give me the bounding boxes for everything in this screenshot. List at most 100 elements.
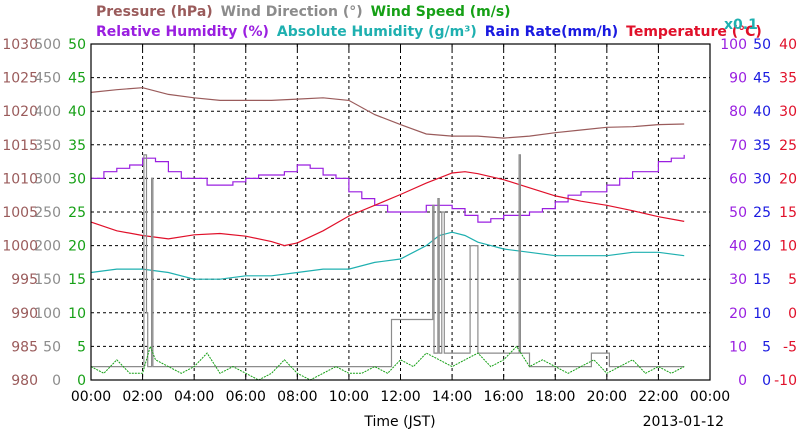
y-tick-label-rain_rate: 45 bbox=[753, 71, 771, 87]
y-tick-label-temperature: 25 bbox=[779, 138, 797, 154]
y-tick-label-wind_direction: 500 bbox=[34, 37, 61, 53]
y-tick-label-relative_humidity: 30 bbox=[729, 272, 747, 288]
x-axis-label: Time (JST) bbox=[363, 414, 435, 430]
y-tick-label-temperature: 0 bbox=[788, 306, 797, 322]
y-tick-label-wind_direction: 200 bbox=[34, 239, 61, 255]
y-tick-label-relative_humidity: 70 bbox=[729, 138, 747, 154]
y-tick-label-wind_direction: 100 bbox=[34, 306, 61, 322]
series-temperature bbox=[90, 171, 685, 247]
legend-entry: Wind Direction (°) bbox=[221, 4, 363, 20]
y-tick-label-pressure: 1025 bbox=[2, 71, 38, 87]
legend-entry: Absolute Humidity (g/m³) bbox=[277, 24, 477, 40]
y-tick-label-pressure: 985 bbox=[11, 339, 38, 355]
legend-row: Pressure (hPa) Wind Direction (°) Wind Spe… bbox=[96, 4, 511, 20]
x-tick-label: 18:00 bbox=[535, 389, 575, 405]
series-relative-humidity bbox=[91, 154, 685, 223]
y-tick-label-relative_humidity: 10 bbox=[729, 339, 747, 355]
x-tick-label: 20:00 bbox=[587, 389, 627, 405]
y-tick-label-temperature: 20 bbox=[779, 171, 797, 187]
y-tick-label-wind_direction: 250 bbox=[34, 205, 61, 221]
series-wind-speed bbox=[90, 344, 685, 381]
y-tick-label-wind_speed: 35 bbox=[68, 138, 86, 154]
y-tick-label-temperature: 30 bbox=[779, 104, 797, 120]
x-tick-label: 08:00 bbox=[277, 389, 317, 405]
plot-frame bbox=[90, 43, 711, 381]
x-tick-label: 16:00 bbox=[483, 389, 523, 405]
y-tick-label-wind_speed: 40 bbox=[68, 104, 86, 120]
series-layer bbox=[90, 87, 685, 381]
y-tick-label-pressure: 995 bbox=[11, 272, 38, 288]
y-tick-label-temperature: 15 bbox=[779, 205, 797, 221]
y-tick-label-pressure: 1005 bbox=[2, 205, 38, 221]
y-tick-label-wind_speed: 50 bbox=[68, 37, 86, 53]
y-tick-label-temperature: 5 bbox=[788, 272, 797, 288]
x-tick-label: 00:00 bbox=[71, 389, 111, 405]
y-tick-label-wind_speed: 30 bbox=[68, 171, 86, 187]
y-tick-label-rain_rate: 5 bbox=[762, 339, 771, 355]
y-tick-label-relative_humidity: 60 bbox=[729, 171, 747, 187]
y-tick-label-relative_humidity: 90 bbox=[729, 71, 747, 87]
y-tick-label-temperature: 40 bbox=[779, 37, 797, 53]
y-tick-label-relative_humidity: 100 bbox=[720, 37, 747, 53]
x-tick-label: 12:00 bbox=[380, 389, 420, 405]
y-tick-label-pressure: 990 bbox=[11, 306, 38, 322]
x-tick-label: 14:00 bbox=[432, 389, 472, 405]
date-label: 2013-01-12 bbox=[643, 414, 724, 430]
x-axis: 00:00 02:00 04:00 06:00 08:00 10:00 12:00 14:00… bbox=[71, 389, 730, 430]
y-tick-label-wind_speed: 0 bbox=[77, 373, 86, 389]
y-tick-label-wind_direction: 0 bbox=[52, 373, 61, 389]
y-tick-label-rain_rate: 10 bbox=[753, 306, 771, 322]
legend-entry: Pressure (hPa) bbox=[96, 4, 213, 20]
y-tick-label-relative_humidity: 50 bbox=[729, 205, 747, 221]
y-tick-label-wind_direction: 300 bbox=[34, 171, 61, 187]
y-tick-label-wind_speed: 45 bbox=[68, 71, 86, 87]
y-tick-label-wind_speed: 25 bbox=[68, 205, 86, 221]
x-tick-label: 04:00 bbox=[174, 389, 214, 405]
y-tick-label-temperature: 35 bbox=[779, 71, 797, 87]
x-tick-label: 02:00 bbox=[122, 389, 162, 405]
y-tick-label-rain_rate: 15 bbox=[753, 272, 771, 288]
y-tick-label-wind_direction: 400 bbox=[34, 104, 61, 120]
y-tick-label-rain_rate: 50 bbox=[753, 37, 771, 53]
y-tick-label-wind_speed: 10 bbox=[68, 306, 86, 322]
x-tick-label: 06:00 bbox=[226, 389, 266, 405]
y-tick-label-pressure: 1015 bbox=[2, 138, 38, 154]
y-tick-label-relative_humidity: 40 bbox=[729, 239, 747, 255]
y-tick-label-wind_direction: 50 bbox=[43, 339, 61, 355]
y-tick-label-wind_direction: 450 bbox=[34, 71, 61, 87]
y-tick-label-temperature: -10 bbox=[774, 373, 797, 389]
y-tick-label-rain_rate: 25 bbox=[753, 205, 771, 221]
y-tick-label-rain_rate: 20 bbox=[753, 239, 771, 255]
legend-row: Relative Humidity (%) Absolute Humidity (… bbox=[96, 24, 762, 40]
legend-entry: Temperature (°C) bbox=[626, 24, 762, 40]
y-tick-label-pressure: 980 bbox=[11, 373, 38, 389]
y-tick-label-temperature: -5 bbox=[783, 339, 797, 355]
y-tick-label-relative_humidity: 80 bbox=[729, 104, 747, 120]
y-tick-label-rain_rate: 0 bbox=[762, 373, 771, 389]
y-tick-label-rain_rate: 30 bbox=[753, 171, 771, 187]
y-tick-label-wind_speed: 5 bbox=[77, 339, 86, 355]
y-tick-label-rain_rate: 40 bbox=[753, 104, 771, 120]
scale-note: x0.1 bbox=[724, 17, 758, 33]
y-tick-label-pressure: 1030 bbox=[2, 37, 38, 53]
y-tick-label-wind_speed: 15 bbox=[68, 272, 86, 288]
y-tick-label-rain_rate: 35 bbox=[753, 138, 771, 154]
y-tick-label-temperature: 10 bbox=[779, 239, 797, 255]
y-tick-label-pressure: 1000 bbox=[2, 239, 38, 255]
legend-entry: Rain Rate(mm/h) bbox=[485, 24, 618, 40]
y-tick-label-relative_humidity: 0 bbox=[738, 373, 747, 389]
y-tick-label-pressure: 1010 bbox=[2, 171, 38, 187]
series-wind-direction bbox=[91, 154, 685, 368]
legend: Pressure (hPa) Wind Direction (°) Wind Spe… bbox=[96, 4, 762, 40]
x-tick-label: 22:00 bbox=[638, 389, 678, 405]
series-pressure bbox=[90, 87, 685, 139]
y-tick-label-wind_direction: 150 bbox=[34, 272, 61, 288]
y-tick-label-pressure: 1020 bbox=[2, 104, 38, 120]
y-axes: 1030102510201015101010051000995990985980… bbox=[2, 37, 797, 389]
series-absolute-humidity bbox=[90, 231, 685, 280]
legend-entry: Wind Speed (m/s) bbox=[371, 4, 511, 20]
y-tick-label-relative_humidity: 20 bbox=[729, 306, 747, 322]
y-tick-label-wind_speed: 20 bbox=[68, 239, 86, 255]
